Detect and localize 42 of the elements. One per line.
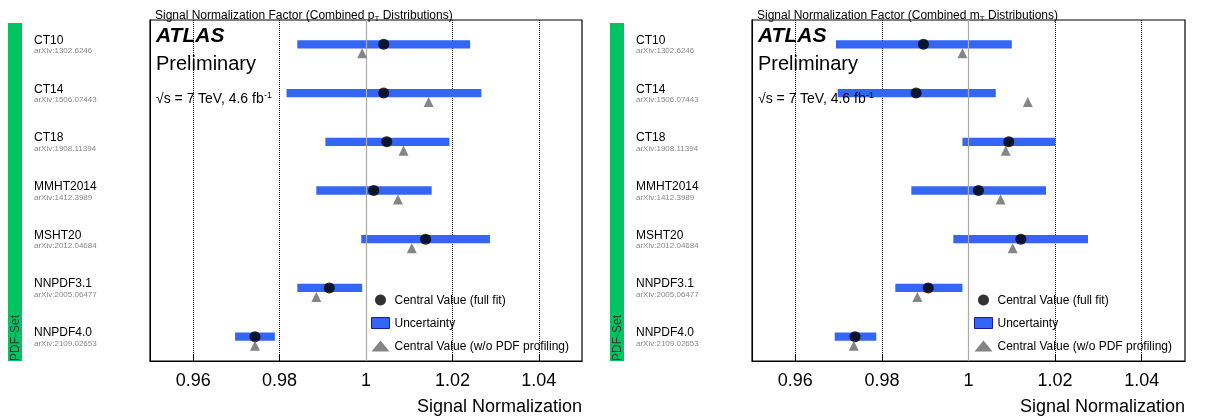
annotation: Preliminary	[156, 52, 257, 74]
x-tick-label: 0.98	[864, 370, 900, 390]
legend-label: Central Value (w/o PDF profiling)	[394, 339, 570, 353]
y-tick-label: MMHT2014 arXiv:1412.3989	[34, 179, 98, 202]
legend-label: Central Value (full fit)	[394, 293, 506, 307]
y-tick-label: NNPDF3.1 arXiv:2005.06477	[636, 276, 700, 299]
x-tick-label: 1	[963, 370, 974, 390]
legend-label: Uncertainty	[394, 316, 456, 330]
y-tick-label: CT18 arXiv:1908.11394	[34, 130, 97, 153]
legend-label: Central Value (full fit)	[997, 293, 1109, 307]
bar	[911, 186, 1047, 195]
y-tick-label: CT10 arXiv:1302.6246	[34, 32, 93, 56]
y-axis-title: PDF-Set	[8, 23, 22, 361]
x-tick-label: 1.04	[521, 370, 557, 390]
y-tick-label: NNPDF3.1 arXiv:2005.06477	[34, 276, 98, 299]
legend-label: Central Value (w/o PDF profiling)	[997, 339, 1173, 353]
x-tick-label: 1	[360, 370, 372, 390]
y-tick-label: MMHT2014 arXiv:1412.3989	[636, 179, 700, 202]
x-tick-label: 0.96	[777, 370, 813, 390]
x-axis-title: Signal Normalization	[1019, 396, 1185, 416]
y-tick-label: NNPDF4.0 arXiv:2109.02653	[636, 325, 700, 348]
bar	[836, 40, 1012, 49]
bar	[286, 88, 482, 98]
y-tick-label: CT10 arXiv:1302.6246	[636, 32, 695, 56]
y-tick-label: MSHT20 arXiv:2012.04684	[636, 227, 700, 251]
y-tick-label: NNPDF4.0 arXiv:2109.02653	[34, 325, 98, 348]
x-tick-label: 0.96	[175, 370, 211, 390]
x-tick-label: 0.98	[262, 370, 298, 390]
x-tick-label: 1.02	[1037, 370, 1073, 390]
y-tick-label: CT14 arXiv:1506.07443	[636, 81, 700, 105]
bar	[297, 40, 471, 49]
annotation: ATLAS	[757, 23, 827, 46]
legend-label: Uncertainty	[997, 316, 1059, 330]
y-tick-label: CT14 arXiv:1506.07443	[34, 81, 98, 105]
y-axis-title: PDF-Set	[610, 23, 624, 361]
annotation: Preliminary	[758, 52, 859, 74]
annotation: ATLAS	[155, 23, 225, 46]
x-axis-title: Signal Normalization	[416, 396, 582, 416]
y-tick-label: MSHT20 arXiv:2012.04684	[34, 227, 98, 251]
y-tick-label: CT18 arXiv:1908.11394	[636, 130, 699, 153]
x-tick-label: 1.04	[1124, 370, 1160, 390]
x-tick-label: 1.02	[434, 370, 470, 390]
